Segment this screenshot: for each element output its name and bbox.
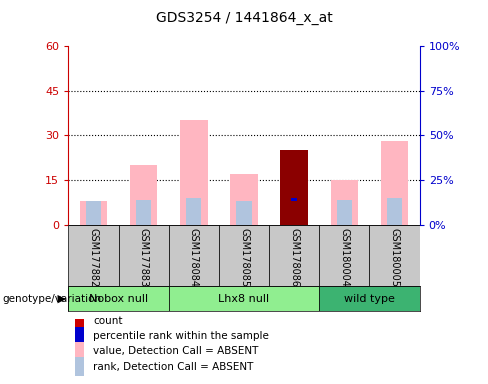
Text: GSM178084: GSM178084 (189, 228, 199, 287)
Bar (68, 225, 119, 286)
Text: percentile rank within the sample: percentile rank within the sample (93, 331, 269, 341)
Text: GSM178086: GSM178086 (289, 228, 299, 287)
Bar (281, 150, 308, 225)
Bar (337, 200, 352, 225)
Text: GDS3254 / 1441864_x_at: GDS3254 / 1441864_x_at (156, 11, 332, 25)
Bar (330, 180, 358, 225)
Bar (291, 198, 297, 201)
Bar (80, 201, 107, 225)
Bar (269, 225, 319, 286)
Bar (230, 174, 258, 225)
Bar (369, 225, 420, 286)
Bar (130, 165, 158, 225)
Text: count: count (93, 316, 122, 326)
Bar (119, 225, 169, 286)
Text: GSM177882: GSM177882 (88, 228, 99, 287)
Text: Nobox null: Nobox null (89, 293, 148, 304)
Text: ▶: ▶ (54, 293, 66, 304)
Bar (169, 286, 319, 311)
Bar (387, 198, 402, 225)
Text: genotype/variation: genotype/variation (2, 293, 102, 304)
Text: wild type: wild type (344, 293, 395, 304)
Bar (75, 358, 84, 376)
Bar (186, 198, 202, 225)
Bar (75, 311, 84, 330)
Bar (319, 286, 420, 311)
Text: rank, Detection Call = ABSENT: rank, Detection Call = ABSENT (93, 362, 253, 372)
Bar (136, 200, 151, 225)
Text: GSM178085: GSM178085 (239, 228, 249, 287)
Bar (219, 225, 269, 286)
Bar (68, 286, 169, 311)
Bar (180, 121, 207, 225)
Bar (75, 342, 84, 361)
Text: GSM180005: GSM180005 (389, 228, 400, 287)
Text: Lhx8 null: Lhx8 null (219, 293, 269, 304)
Bar (319, 225, 369, 286)
Text: value, Detection Call = ABSENT: value, Detection Call = ABSENT (93, 346, 258, 356)
Bar (236, 202, 252, 225)
Bar (86, 200, 101, 225)
Bar (75, 327, 84, 345)
Bar (381, 141, 408, 225)
Bar (169, 225, 219, 286)
Text: GSM177883: GSM177883 (139, 228, 149, 287)
Text: GSM180004: GSM180004 (339, 228, 349, 286)
